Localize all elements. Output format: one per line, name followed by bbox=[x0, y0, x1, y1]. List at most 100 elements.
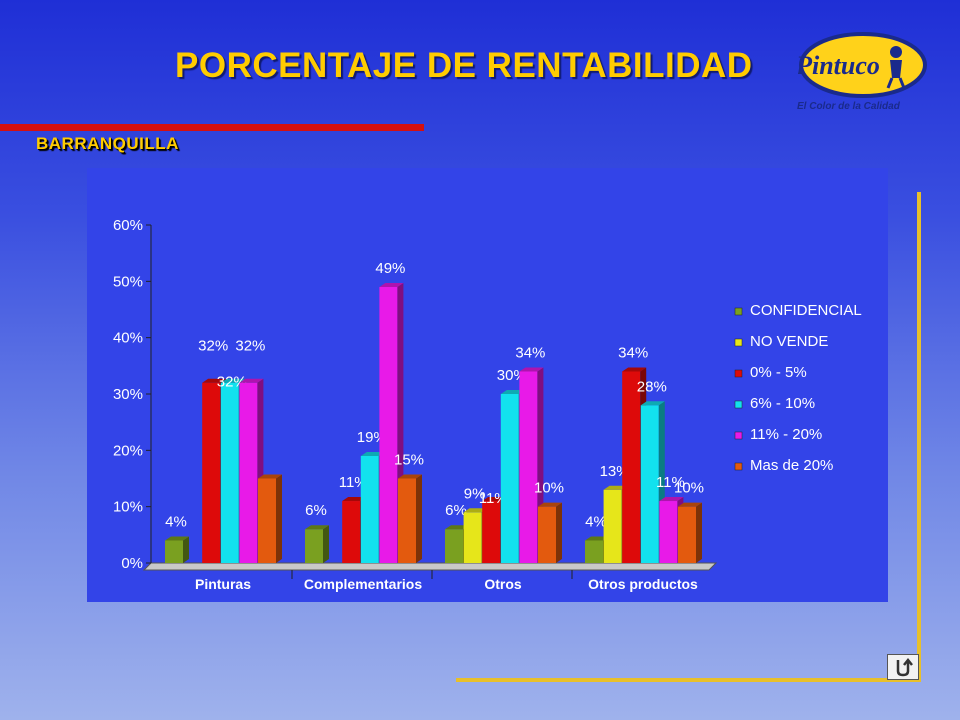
bar-top bbox=[305, 525, 329, 530]
bar-front bbox=[678, 506, 696, 563]
legend-swatch bbox=[734, 431, 743, 440]
y-tick-label: 60% bbox=[113, 217, 143, 234]
bar-front bbox=[239, 382, 258, 563]
legend-swatch bbox=[734, 369, 743, 378]
bar-top bbox=[220, 378, 245, 383]
bar-top bbox=[165, 536, 189, 541]
profitability-bar-chart: 0% 10% 20% 30% 40% 50% 60% Pinturas 4% 32% 32% 32% C… bbox=[113, 217, 862, 592]
data-label: 11% bbox=[339, 474, 368, 491]
y-tick-label: 10% bbox=[113, 499, 143, 516]
bar-top bbox=[239, 378, 264, 383]
data-label: 11% bbox=[479, 490, 508, 507]
data-label: 32% bbox=[198, 338, 228, 355]
legend-label: Mas de 20% bbox=[750, 457, 833, 474]
bar-front bbox=[342, 501, 361, 563]
data-label: 32% bbox=[217, 374, 247, 391]
data-label: 13% bbox=[600, 463, 630, 480]
data-label: 30% bbox=[497, 367, 527, 384]
legend-swatch bbox=[734, 338, 743, 347]
bar-top bbox=[482, 497, 507, 502]
x-category-label: Otros bbox=[484, 576, 522, 592]
bar-front bbox=[379, 286, 398, 563]
bar-front bbox=[360, 455, 379, 563]
bar-top bbox=[622, 367, 647, 372]
data-label: 6% bbox=[445, 502, 467, 519]
bar-top bbox=[603, 485, 628, 490]
legend-swatch bbox=[734, 307, 743, 316]
y-tick-label: 0% bbox=[121, 555, 143, 572]
brand-logo: Pintuco bbox=[795, 30, 928, 100]
bar-side bbox=[323, 525, 329, 563]
bar-side bbox=[416, 474, 422, 563]
bar-top bbox=[202, 378, 227, 383]
bar-front bbox=[398, 478, 416, 563]
data-label: 11% bbox=[656, 474, 685, 491]
y-tick-label: 50% bbox=[113, 273, 143, 290]
bar-side bbox=[556, 502, 562, 563]
bar-top bbox=[585, 536, 609, 541]
accent-bar bbox=[0, 124, 424, 131]
bar-front bbox=[445, 529, 463, 563]
bar-side bbox=[696, 502, 702, 563]
return-button[interactable] bbox=[887, 654, 919, 680]
bar-front bbox=[585, 540, 603, 563]
frame-line-vertical bbox=[917, 192, 921, 682]
data-label: 49% bbox=[375, 260, 405, 277]
data-label: 4% bbox=[165, 513, 187, 530]
undo-icon bbox=[896, 657, 913, 677]
y-tick-label: 40% bbox=[113, 330, 143, 347]
legend-swatch bbox=[734, 400, 743, 409]
bar-top bbox=[258, 474, 282, 479]
bar-side bbox=[183, 536, 189, 563]
bar-front bbox=[519, 371, 538, 563]
bar-top bbox=[463, 508, 488, 513]
bar-top bbox=[379, 282, 404, 287]
data-label: 10% bbox=[674, 480, 704, 497]
data-label: 34% bbox=[618, 344, 648, 361]
data-label: 32% bbox=[235, 338, 265, 355]
x-category-label: Complementarios bbox=[304, 576, 422, 592]
data-label: 9% bbox=[464, 485, 486, 502]
bar-top bbox=[342, 497, 367, 502]
legend-label: 6% - 10% bbox=[750, 395, 815, 412]
bar-front bbox=[622, 371, 641, 563]
data-label: 4% bbox=[585, 513, 607, 530]
legend-label: 0% - 5% bbox=[750, 364, 807, 381]
bar-front bbox=[538, 506, 556, 563]
bar-top bbox=[500, 390, 525, 394]
x-category-label: Pinturas bbox=[195, 576, 251, 592]
bar-front bbox=[202, 382, 221, 563]
bar-side bbox=[276, 474, 282, 563]
legend-label: CONFIDENCIAL bbox=[750, 302, 862, 319]
bar-front bbox=[500, 394, 519, 563]
bar-top bbox=[538, 502, 562, 507]
bar-front bbox=[165, 540, 183, 563]
bar-top bbox=[360, 451, 385, 456]
legend-label: NO VENDE bbox=[750, 333, 828, 350]
bar-front bbox=[482, 501, 501, 563]
data-label: 15% bbox=[394, 452, 424, 469]
data-label: 28% bbox=[637, 378, 667, 395]
bar-top bbox=[640, 401, 665, 406]
x-category-label: Otros productos bbox=[588, 576, 698, 592]
logo-slogan: El Color de la Calidad bbox=[797, 101, 900, 112]
bar-top bbox=[519, 367, 544, 372]
bar-top bbox=[445, 525, 469, 530]
chart-floor bbox=[142, 562, 718, 571]
page-title: PORCENTAJE DE RENTABILIDAD bbox=[175, 46, 753, 85]
data-label: 19% bbox=[357, 429, 387, 446]
region-subtitle: BARRANQUILLA bbox=[36, 134, 179, 153]
bar-top bbox=[678, 502, 702, 507]
bar-front bbox=[640, 405, 659, 563]
y-tick-label: 20% bbox=[113, 442, 143, 459]
logo-text: Pintuco bbox=[798, 51, 880, 80]
legend-swatch bbox=[734, 462, 743, 471]
legend-label: 11% - 20% bbox=[750, 426, 822, 443]
bar-front bbox=[603, 489, 622, 563]
data-label: 10% bbox=[534, 480, 564, 497]
y-tick-label: 30% bbox=[113, 386, 143, 403]
bar-top bbox=[659, 497, 684, 502]
data-label: 34% bbox=[515, 344, 545, 361]
bar-front bbox=[305, 529, 323, 563]
data-label: 6% bbox=[305, 502, 327, 519]
